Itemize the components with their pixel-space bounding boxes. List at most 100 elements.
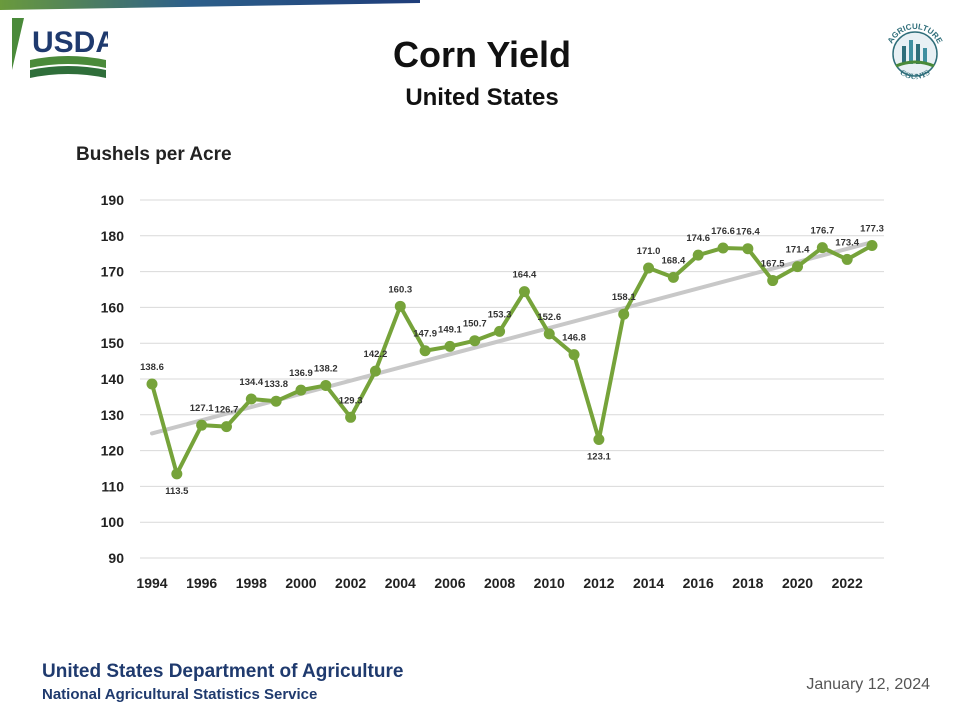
usda-logo: USDA <box>12 18 108 78</box>
y-tick-label: 100 <box>101 514 125 530</box>
footer-org-name: United States Department of Agriculture <box>42 661 404 682</box>
data-label: 164.4 <box>513 270 537 281</box>
yield-point <box>767 275 779 287</box>
x-tick-label: 2012 <box>583 575 614 591</box>
yield-point <box>866 239 878 251</box>
data-label: 146.8 <box>562 333 586 344</box>
y-tick-label: 90 <box>108 550 124 566</box>
x-tick-label: 2016 <box>683 575 714 591</box>
data-label: 127.1 <box>190 403 214 414</box>
yield-point <box>196 419 208 431</box>
data-label: 152.6 <box>537 312 561 323</box>
yield-point <box>295 384 307 396</box>
data-label: 167.5 <box>761 259 785 270</box>
x-tick-label: 2000 <box>285 575 316 591</box>
yield-point <box>320 379 332 391</box>
footer-agency-name: National Agricultural Statistics Service <box>42 686 318 703</box>
yield-point <box>146 378 158 390</box>
yield-point <box>518 286 530 298</box>
agriculture-counts-logo: AGRICULTURE COUNTS <box>886 22 945 82</box>
yield-point <box>667 271 679 283</box>
x-tick-labels: 1994 1996 1998 2000 2002 2004 2006 2008 2010 2012… <box>136 575 863 591</box>
data-label: 176.7 <box>810 226 834 237</box>
x-tick-label: 2002 <box>335 575 366 591</box>
yield-point <box>717 242 729 254</box>
y-tick-label: 190 <box>101 192 125 208</box>
yield-point <box>593 434 605 446</box>
data-label: 129.3 <box>339 395 363 406</box>
yield-point <box>220 421 232 433</box>
x-tick-label: 2008 <box>484 575 515 591</box>
x-tick-label: 2010 <box>534 575 565 591</box>
yield-point <box>742 243 754 255</box>
data-label: 176.4 <box>736 227 760 238</box>
usda-logo-text: USDA <box>32 26 108 59</box>
data-label: 168.4 <box>661 255 685 266</box>
page-title: Corn Yield <box>392 34 572 75</box>
x-tick-label: 1998 <box>236 575 267 591</box>
data-label: 123.1 <box>587 452 611 463</box>
data-label: 171.0 <box>637 246 661 257</box>
data-label: 134.4 <box>239 377 263 388</box>
data-label: 147.9 <box>413 329 437 340</box>
data-label: 126.7 <box>215 405 239 416</box>
yield-point <box>270 395 282 407</box>
y-tick-label: 150 <box>101 335 125 351</box>
y-axis-label: Bushels per Acre <box>76 144 232 165</box>
yield-point <box>394 300 406 312</box>
data-label: 153.3 <box>488 309 512 320</box>
data-label: 113.5 <box>165 486 189 497</box>
yield-point <box>841 253 853 265</box>
y-tick-label: 140 <box>101 371 125 387</box>
yield-point <box>245 393 257 405</box>
data-label: 160.3 <box>388 284 412 295</box>
footer-date: January 12, 2024 <box>806 676 930 693</box>
y-tick-label: 130 <box>101 407 125 423</box>
y-tick-label: 110 <box>101 478 124 494</box>
data-label: 174.6 <box>686 233 710 244</box>
y-tick-label: 170 <box>101 264 125 280</box>
yield-point <box>171 468 183 480</box>
data-label: 138.2 <box>314 363 338 374</box>
x-tick-label: 1994 <box>136 575 167 591</box>
page-subtitle: United States <box>405 84 559 111</box>
data-label: 173.4 <box>835 237 859 248</box>
series-layer <box>146 239 878 480</box>
yield-point <box>419 345 431 357</box>
yield-point <box>643 262 655 274</box>
y-tick-label: 120 <box>101 443 125 459</box>
yield-point <box>816 242 828 254</box>
data-label: 176.6 <box>711 226 735 237</box>
grid-layer <box>140 199 884 559</box>
data-label: 142.2 <box>364 349 388 360</box>
yield-point <box>692 249 704 261</box>
ag-logo-text-bottom: COUNTS <box>898 68 932 82</box>
yield-point <box>369 365 381 377</box>
yield-point <box>345 411 357 423</box>
top-accent-bar <box>0 0 420 10</box>
data-label: 133.8 <box>264 379 288 390</box>
x-tick-label: 2014 <box>633 575 664 591</box>
yield-point <box>469 335 481 347</box>
data-label: 149.1 <box>438 324 462 335</box>
yield-point <box>568 349 580 361</box>
yield-point <box>494 325 506 337</box>
yield-point <box>792 261 804 273</box>
data-label: 177.3 <box>860 223 884 234</box>
x-tick-label: 1996 <box>186 575 217 591</box>
data-label: 158.1 <box>612 292 636 303</box>
yield-point <box>444 340 456 352</box>
y-tick-labels: 90 100 110 120 130 140 150 160 170 180 190 <box>101 192 125 566</box>
data-label: 150.7 <box>463 319 487 330</box>
data-label: 138.6 <box>140 362 164 373</box>
x-tick-label: 2018 <box>732 575 763 591</box>
x-tick-label: 2004 <box>385 575 416 591</box>
data-label: 136.9 <box>289 368 313 379</box>
y-tick-label: 180 <box>101 228 125 244</box>
svg-text:COUNTS: COUNTS <box>898 68 932 82</box>
x-tick-label: 2006 <box>434 575 465 591</box>
x-tick-label: 2020 <box>782 575 813 591</box>
y-tick-label: 160 <box>101 299 125 315</box>
